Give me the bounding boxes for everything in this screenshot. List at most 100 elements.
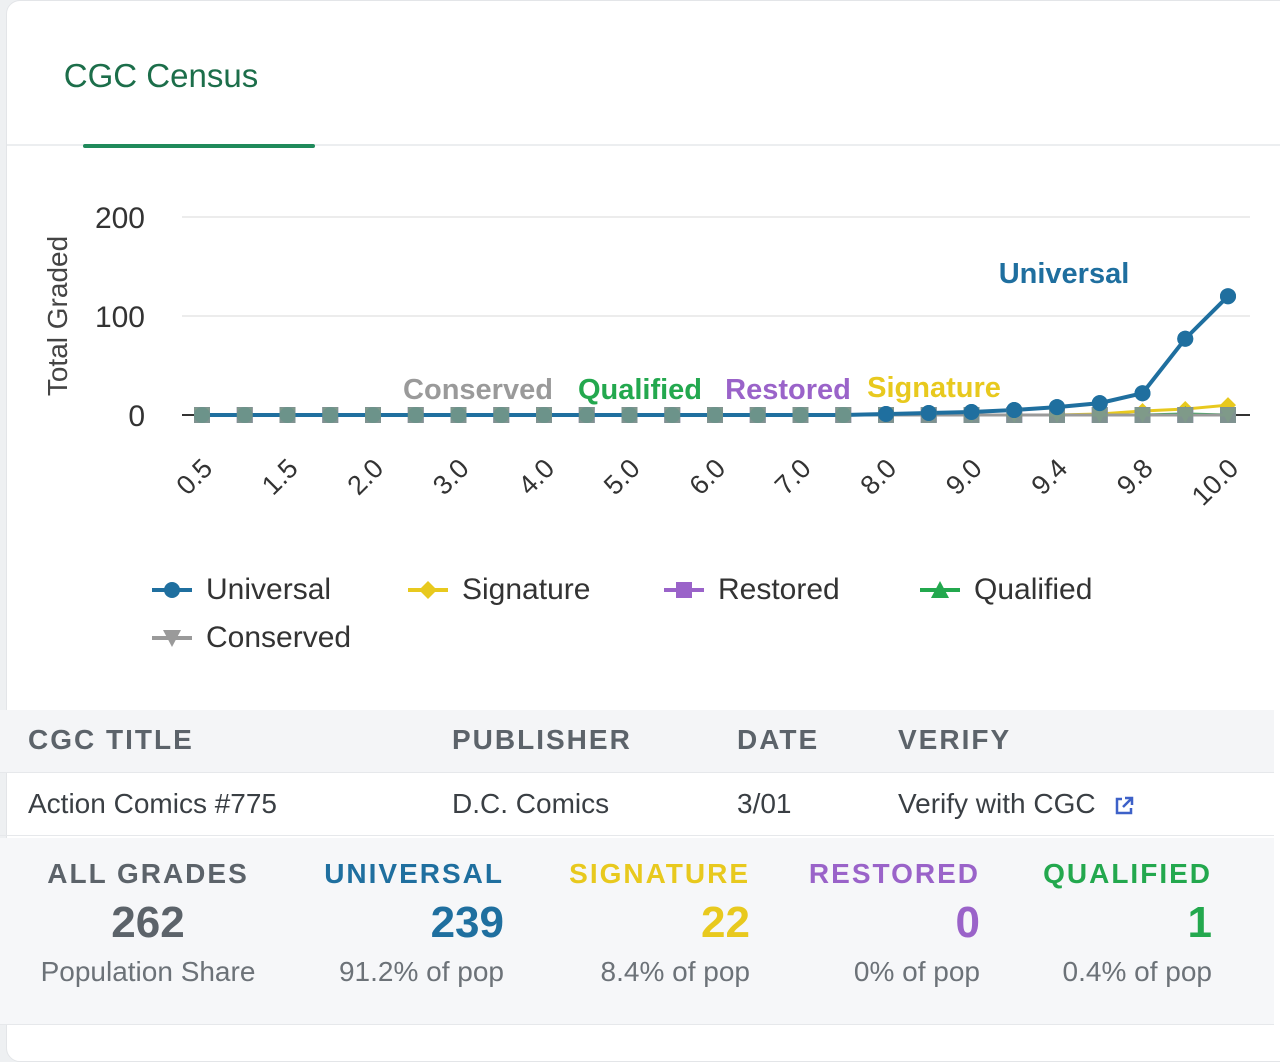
header-date: DATE (737, 724, 820, 755)
point-baseline (493, 407, 510, 423)
x-tick-label: 3.0 (427, 453, 475, 501)
stat-restored: RESTORED 0 0% of pop (780, 838, 980, 988)
stat-value: 262 (111, 898, 185, 947)
stat-signature: SIGNATURE 22 8.4% of pop (540, 838, 750, 988)
point-universal (1134, 385, 1151, 402)
point-baseline (621, 407, 638, 423)
tab-label: CGC Census (63, 57, 259, 94)
x-tick-label: 7.0 (769, 453, 817, 501)
stat-sub: Population Share (40, 956, 256, 987)
stat-label: SIGNATURE (569, 858, 750, 889)
external-link-icon (1116, 796, 1134, 814)
x-tick-label: 0.5 (170, 453, 218, 501)
point-universal (1006, 402, 1023, 419)
series-label-conserved: Conserved (403, 374, 553, 406)
point-baseline (1220, 407, 1236, 423)
point-baseline (835, 407, 852, 423)
tab-active-underline (83, 144, 315, 148)
x-tick-label: 5.0 (598, 453, 646, 501)
x-tick-label: 9.8 (1111, 453, 1159, 501)
stat-universal: UNIVERSAL 239 91.2% of pop (300, 838, 504, 988)
stat-label: UNIVERSAL (324, 858, 504, 889)
legend-signature[interactable]: Signature (406, 570, 590, 610)
point-universal (1220, 288, 1236, 305)
stat-all-grades: ALL GRADES 262 Population Share (30, 838, 266, 988)
legend-restored-marker (664, 582, 704, 598)
legend-conserved[interactable]: Conserved (150, 618, 351, 658)
legend-label: Conserved (206, 621, 352, 654)
table-header-row: CGC TITLE PUBLISHER DATE VERIFY (0, 710, 1274, 773)
x-tick-label: 10.0 (1186, 453, 1244, 511)
point-baseline (194, 407, 210, 423)
stat-label: ALL GRADES (47, 858, 249, 889)
legend-label: Universal (206, 573, 332, 606)
point-universal (1091, 395, 1108, 412)
point-baseline (450, 407, 467, 423)
point-baseline (1177, 407, 1194, 423)
x-tick-label: 4.0 (512, 453, 560, 501)
cell-title: Action Comics #775 (28, 788, 278, 819)
x-tick-label: 2.0 (341, 453, 389, 501)
cell-publisher: D.C. Comics (452, 788, 610, 819)
table-row: Action Comics #775 D.C. Comics 3/01 Veri… (0, 773, 1274, 836)
stat-value: 239 (430, 898, 504, 947)
point-baseline (792, 407, 809, 423)
point-universal (878, 406, 894, 423)
header-publisher: PUBLISHER (452, 724, 632, 755)
point-baseline (365, 407, 381, 423)
point-baseline (664, 407, 681, 423)
y-tick-label: 100 (95, 301, 145, 334)
x-tick-label: 8.0 (854, 453, 902, 501)
stat-label: QUALIFIED (1043, 858, 1212, 889)
point-baseline (322, 407, 339, 423)
point-baseline (1091, 407, 1108, 423)
series-label-signature: Signature (867, 372, 1001, 404)
cell-date: 3/01 (737, 788, 792, 819)
legend-universal-marker (152, 582, 192, 598)
header-verify: VERIFY (898, 724, 1012, 755)
legend-restored[interactable]: Restored (662, 570, 840, 610)
legend-conserved-marker (152, 630, 192, 647)
verify-with-cgc-link[interactable]: Verify with CGC (898, 788, 1135, 820)
verify-link-label: Verify with CGC (898, 788, 1096, 819)
legend-label: Qualified (974, 573, 1093, 606)
point-baseline (578, 407, 595, 423)
header-cgc-title: CGC TITLE (28, 724, 194, 755)
stat-sub: 91.2% of pop (338, 956, 504, 987)
point-universal (1049, 399, 1065, 416)
point-baseline (536, 407, 552, 423)
stat-label: RESTORED (808, 858, 980, 889)
point-universal (920, 405, 937, 422)
series-line-universal (202, 294, 1230, 417)
stat-qualified: QUALIFIED 1 0.4% of pop (1010, 838, 1212, 988)
stat-value: 22 (701, 898, 750, 947)
y-tick-label: 0 (128, 400, 145, 433)
x-tick-label: 6.0 (683, 453, 731, 501)
legend-qualified-marker (920, 581, 960, 598)
stat-value: 1 (1187, 898, 1212, 947)
point-baseline (749, 407, 766, 423)
stat-sub: 0.4% of pop (1062, 956, 1212, 987)
stat-sub: 0% of pop (853, 956, 980, 987)
point-baseline (707, 407, 723, 423)
stat-value: 0 (955, 898, 980, 947)
legend-universal[interactable]: Universal (150, 570, 331, 610)
legend-qualified[interactable]: Qualified (918, 570, 1092, 610)
point-universal (1177, 330, 1194, 347)
point-baseline (279, 407, 296, 423)
legend-signature-marker (408, 581, 448, 599)
point-baseline (407, 407, 424, 423)
point-baseline (236, 407, 253, 423)
point-universal (963, 404, 980, 421)
population-stats: ALL GRADES 262 Population Share UNIVERSA… (0, 838, 1274, 1025)
stat-sub: 8.4% of pop (600, 956, 750, 987)
tab-bar: CGC Census (7, 1, 1280, 148)
series-label-qualified: Qualified (578, 374, 702, 406)
x-tick-label: 9.4 (1025, 453, 1073, 501)
tab-cgc-census[interactable]: CGC Census (45, 1, 315, 148)
series-label-universal: Universal (999, 258, 1130, 290)
point-baseline (1134, 407, 1151, 423)
y-tick-label: 200 (95, 202, 145, 235)
x-tick-label: 9.0 (940, 453, 988, 501)
legend-label: Restored (718, 573, 840, 606)
